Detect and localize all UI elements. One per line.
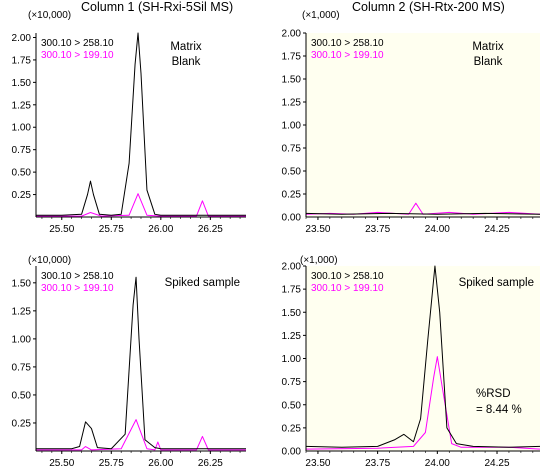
- y-tick-label: 1.00: [12, 123, 32, 134]
- legend-entry-258: 300.10 > 258.10: [41, 271, 114, 282]
- plot-area: [36, 33, 246, 217]
- x-tick-label: 25.75: [99, 224, 124, 235]
- legend-entry-258: 300.10 > 258.10: [41, 38, 114, 49]
- x-tick-label: 23.75: [365, 458, 390, 469]
- series-line-258: [305, 265, 541, 448]
- x-tick-label: 26.25: [198, 458, 223, 469]
- legend-entry-199: 300.10 > 199.10: [311, 283, 384, 294]
- y-tick-label: 1.50: [12, 278, 32, 289]
- y-tick-label: 1.50: [12, 78, 32, 89]
- y-tick-label: 0.75: [282, 377, 302, 388]
- plot-area: [36, 266, 246, 451]
- y-tick-label: 1.25: [12, 306, 32, 317]
- legend-entry-258: 300.10 > 258.10: [311, 271, 384, 282]
- y-tick-label: 2.00: [12, 33, 32, 44]
- y-tick-label: 1.25: [282, 98, 302, 109]
- legend-entry-258: 300.10 > 258.10: [311, 38, 384, 49]
- y-tick-label: 0.25: [12, 418, 32, 429]
- y-tick-label: 0.50: [282, 167, 302, 178]
- legend-entry-199: 300.10 > 199.10: [41, 283, 114, 294]
- y-tick-label: 0.25: [282, 190, 302, 201]
- y-tick-label: 1.50: [282, 308, 302, 319]
- y-tick-label: 2.00: [282, 262, 302, 273]
- y-scale-label: (×1,000): [300, 255, 338, 266]
- x-tick-label: 26.00: [148, 458, 173, 469]
- legend-entry-199: 300.10 > 199.10: [311, 50, 384, 61]
- y-tick-label: 1.00: [12, 334, 32, 345]
- x-tick-label: 24.00: [425, 224, 450, 235]
- x-tick-label: 24.25: [485, 224, 510, 235]
- x-tick-label: 25.50: [49, 458, 74, 469]
- x-tick-label: 24.25: [485, 458, 510, 469]
- series-line-258: [36, 32, 246, 216]
- legend-entry-199: 300.10 > 199.10: [41, 50, 114, 61]
- y-tick-label: 0.00: [282, 213, 302, 224]
- column-2-title: Column 2 (SH-Rtx-200 MS): [352, 0, 505, 14]
- y-tick-label: 1.25: [12, 100, 32, 111]
- y-tick-label: 0.50: [282, 400, 302, 411]
- y-tick-label: 0.50: [12, 390, 32, 401]
- y-tick-label: 1.75: [282, 285, 302, 296]
- series-line-199: [305, 356, 541, 450]
- y-tick-label: 0.75: [12, 145, 32, 156]
- series-line-199: [36, 193, 246, 217]
- y-tick-label: 1.75: [282, 52, 302, 63]
- y-tick-label: 1.50: [282, 75, 302, 86]
- chart-col2-spiked: (×1,000) 0.25 0.50 0.75 1.00 1.25 1.50 1.75 2.00…: [282, 255, 541, 469]
- chart-col1-matrix-blank: (×10,000) 0.25 0.50 0.75 1.00 1.25 1.50 1.75 2.0…: [12, 10, 246, 235]
- y-tick-label: 1.00: [282, 354, 302, 365]
- series-line-258: [305, 212, 541, 215]
- y-tick-label: 1.25: [282, 331, 302, 342]
- y-scale-label: (×10,000): [28, 10, 71, 21]
- x-tick-label: 26.00: [148, 224, 173, 235]
- annotation-sample: Spiked sample: [459, 277, 534, 289]
- y-tick-label: 1.00: [282, 121, 302, 132]
- annotation-text: Matrix: [170, 41, 202, 53]
- x-tick-label: 26.25: [198, 224, 223, 235]
- y-tick-label: 0.50: [12, 168, 32, 179]
- y-tick-label: 0.75: [282, 144, 302, 155]
- annotation-text: Blank: [474, 56, 503, 68]
- y-scale-label: (×10,000): [28, 255, 71, 266]
- y-scale-label: (×1,000): [302, 10, 340, 21]
- plot-area: [306, 266, 540, 451]
- y-tick-label: 0.25: [282, 423, 302, 434]
- y-tick-label: 1.75: [12, 55, 32, 66]
- x-tick-label: 23.50: [305, 458, 330, 469]
- series-line-258: [36, 276, 246, 450]
- plot-area: [306, 33, 540, 217]
- y-tick-label: 0.00: [282, 447, 302, 458]
- chart-col2-matrix-blank: (×1,000) 0.25 0.50 0.75 1.00 1.25 1.50 1.75 2.00…: [282, 10, 541, 235]
- annotation-text: Matrix: [472, 41, 504, 53]
- y-tick-label: 2.00: [282, 29, 302, 40]
- annotation-rsd-label: %RSD: [476, 388, 511, 400]
- x-tick-label: 24.00: [425, 458, 450, 469]
- chart-col1-spiked: (×10,000) 0.25 0.50 0.75 1.00 1.25 1.50 25.50 25…: [12, 255, 246, 469]
- y-tick-label: 0.75: [12, 362, 32, 373]
- annotation-sample: Spiked sample: [165, 277, 240, 289]
- x-tick-label: 23.50: [305, 224, 330, 235]
- x-tick-label: 25.50: [49, 224, 74, 235]
- series-line-199: [36, 419, 246, 451]
- x-tick-label: 25.75: [99, 458, 124, 469]
- annotation-text: Blank: [172, 56, 201, 68]
- y-tick-label: 0.25: [12, 190, 32, 201]
- column-1-title: Column 1 (SH-Rxi-5Sil MS): [81, 0, 234, 14]
- annotation-rsd-value: = 8.44 %: [476, 404, 522, 416]
- x-tick-label: 23.75: [365, 224, 390, 235]
